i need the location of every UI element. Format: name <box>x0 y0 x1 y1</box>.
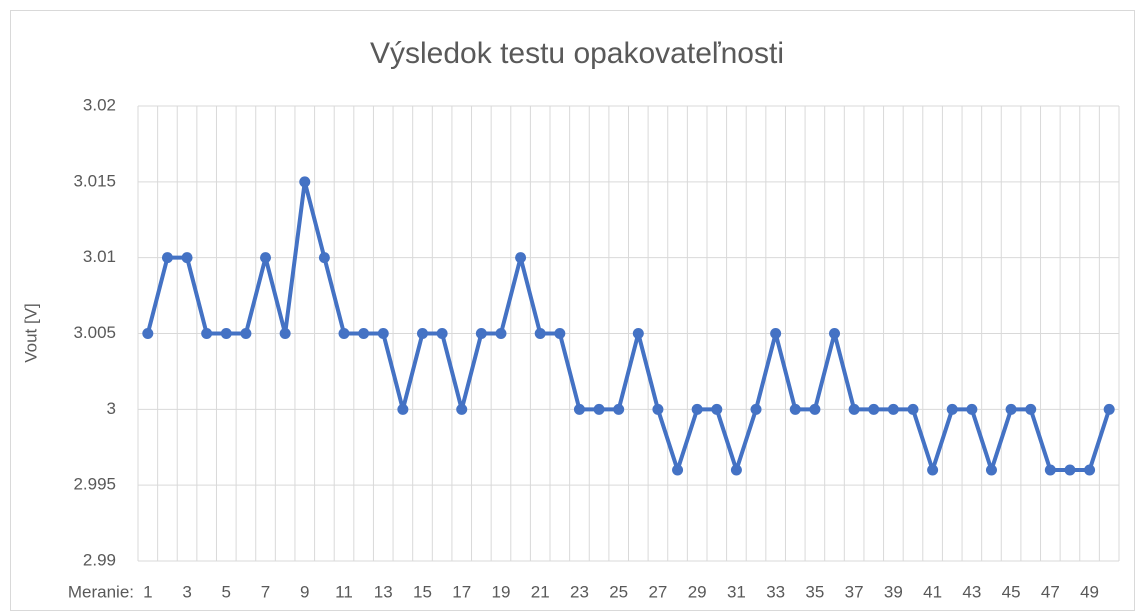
y-tick-label: 3.015 <box>73 171 116 190</box>
marker <box>1005 403 1017 415</box>
x-tick-label: 41 <box>923 582 942 601</box>
marker <box>495 328 507 339</box>
x-tick-label: 49 <box>1080 582 1099 601</box>
marker <box>573 403 585 415</box>
marker <box>260 252 272 264</box>
marker <box>201 328 213 339</box>
y-axis-title: Vout [V] <box>21 303 40 363</box>
x-tick-label: 13 <box>374 582 393 601</box>
marker <box>1064 464 1076 476</box>
x-tick-label: 47 <box>1041 582 1060 601</box>
chart-border <box>10 10 1135 611</box>
marker <box>985 464 997 476</box>
x-tick-label: 7 <box>261 582 270 601</box>
x-tick-label: 11 <box>335 582 353 601</box>
x-tick-label: 17 <box>452 582 471 601</box>
x-tick-label: 3 <box>182 582 191 601</box>
x-tick-label: 33 <box>766 582 785 601</box>
marker <box>789 403 801 415</box>
marker <box>750 403 762 415</box>
marker <box>966 403 978 415</box>
marker <box>456 403 468 415</box>
marker <box>809 403 821 415</box>
marker <box>475 328 487 339</box>
marker <box>397 403 409 415</box>
marker <box>770 328 782 339</box>
x-tick-label: 43 <box>962 582 981 601</box>
marker <box>730 464 742 476</box>
marker <box>946 403 958 415</box>
marker <box>142 328 154 339</box>
marker <box>1025 403 1037 415</box>
marker <box>907 403 919 415</box>
x-tick-label: 25 <box>609 582 628 601</box>
x-tick-label: 45 <box>1002 582 1021 601</box>
marker <box>887 403 899 415</box>
marker <box>632 328 644 339</box>
x-tick-label: 19 <box>492 582 511 601</box>
marker <box>829 328 841 339</box>
marker <box>338 328 350 339</box>
marker <box>318 252 330 264</box>
x-tick-label: 23 <box>570 582 589 601</box>
marker <box>279 328 291 339</box>
marker <box>515 252 527 264</box>
chart-title: Výsledok testu opakovateľnosti <box>370 37 784 70</box>
x-tick-label: 21 <box>531 582 550 601</box>
marker <box>220 328 232 339</box>
x-tick-label: 5 <box>222 582 231 601</box>
x-tick-label: 37 <box>845 582 864 601</box>
marker <box>652 403 664 415</box>
x-tick-label: 39 <box>884 582 903 601</box>
x-tick-label: 27 <box>648 582 667 601</box>
x-tick-label: 1 <box>143 582 152 601</box>
y-tick-label: 2.995 <box>73 475 116 494</box>
marker <box>161 252 173 264</box>
y-tick-label: 3.005 <box>73 323 116 342</box>
marker <box>299 176 311 188</box>
marker <box>593 403 605 415</box>
marker <box>181 252 193 264</box>
x-tick-label: 35 <box>805 582 824 601</box>
marker <box>240 328 252 339</box>
marker <box>691 403 703 415</box>
x-tick-label: 31 <box>727 582 746 601</box>
marker <box>848 403 860 415</box>
marker <box>613 403 625 415</box>
y-tick-label: 3 <box>107 399 116 418</box>
marker <box>868 403 880 415</box>
y-tick-label: 3.01 <box>83 247 116 266</box>
x-tick-label: 15 <box>413 582 432 601</box>
marker <box>416 328 428 339</box>
marker <box>711 403 723 415</box>
marker <box>377 328 389 339</box>
y-tick-label: 2.99 <box>83 550 116 569</box>
marker <box>534 328 546 339</box>
y-tick-label: 3.02 <box>83 95 116 114</box>
marker <box>1103 403 1115 415</box>
marker <box>927 464 939 476</box>
x-axis-title: Meranie: <box>68 582 134 601</box>
marker <box>554 328 566 339</box>
line <box>145 179 1112 472</box>
x-tick-label: 29 <box>688 582 707 601</box>
marker <box>672 464 684 476</box>
marker <box>358 328 370 339</box>
marker <box>1084 464 1096 476</box>
x-tick-label: 9 <box>300 582 309 601</box>
marker <box>1044 464 1056 476</box>
marker <box>436 328 448 339</box>
